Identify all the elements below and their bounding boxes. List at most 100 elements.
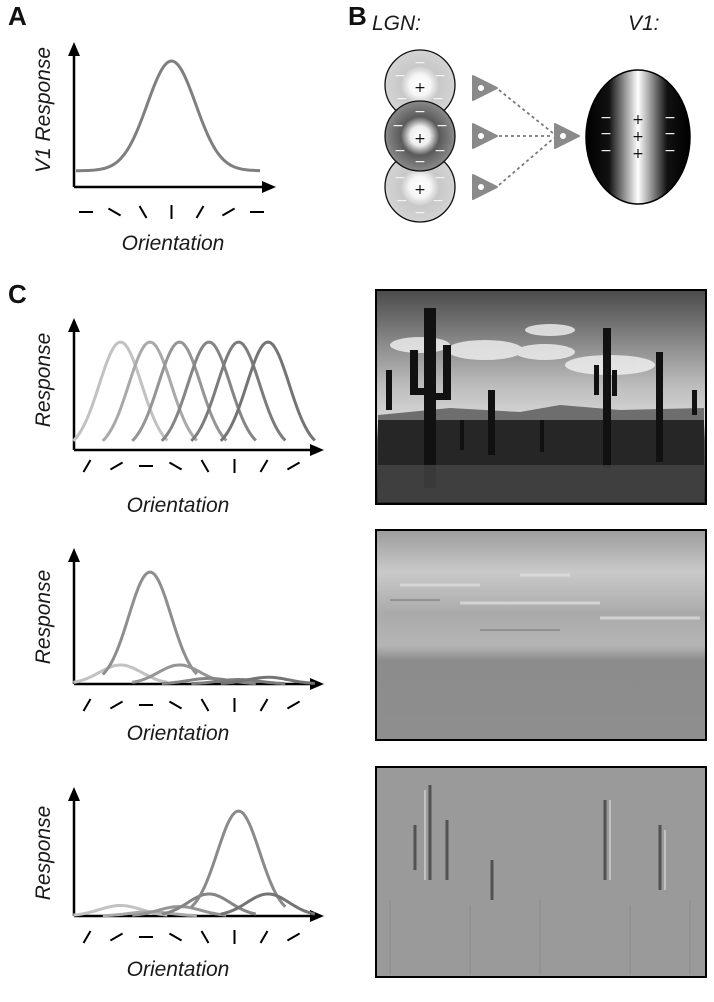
panel-c3-orientation-tick bbox=[82, 930, 92, 944]
lgn-label: LGN: bbox=[372, 12, 421, 35]
panel-a-tuning-curve bbox=[76, 59, 260, 173]
panel-b: B LGN: V1: + − − − − − + − − − − − + − −… bbox=[348, 1, 691, 223]
panel-a-orientation-tick bbox=[138, 205, 148, 219]
v1-off-sign: − bbox=[600, 110, 612, 126]
panel-c3-plot bbox=[68, 787, 324, 944]
panel-c2-tuning-curve bbox=[101, 570, 198, 676]
panel-c1-tuning-curve bbox=[160, 340, 257, 442]
panel-c3-orientation-tick bbox=[200, 930, 210, 944]
lgn-bottom-surround-sign: − bbox=[414, 205, 426, 221]
v1-on-sign: + bbox=[632, 112, 644, 128]
lgn-middle-surround-sign: − bbox=[436, 118, 448, 134]
lgn-neuron-top bbox=[472, 75, 498, 101]
panel-a: A V1 Response Orientation bbox=[8, 1, 276, 255]
panel-a-orientation-tick bbox=[195, 205, 205, 219]
panel-c2-orientation-tick bbox=[168, 700, 183, 710]
lgn-bottom-surround-sign: − bbox=[432, 193, 444, 209]
panel-c1-orientation-tick bbox=[286, 461, 301, 471]
lgn-middle-surround-sign: − bbox=[394, 143, 406, 159]
panel-c3-orientation-tick bbox=[259, 930, 269, 944]
panel-c2-orientation-tick bbox=[259, 698, 269, 712]
panel-c1-x-arrow bbox=[310, 444, 324, 456]
panel-a-y-arrow bbox=[68, 42, 80, 56]
panel-c1-orientation-tick bbox=[82, 459, 92, 473]
panel-a-xlabel: Orientation bbox=[122, 232, 225, 255]
panel-c1-orientation-tick bbox=[259, 459, 269, 473]
panel-c2-ylabel: Response bbox=[32, 570, 55, 665]
v1-receptive-field: + + + − − − − − − bbox=[585, 69, 691, 205]
panel-c3-tuning-curve bbox=[190, 809, 287, 909]
panel-a-curves bbox=[76, 59, 260, 173]
panel-c3-ylabel: Response bbox=[32, 806, 55, 901]
panel-c3-y-arrow bbox=[68, 787, 80, 801]
lgn-top-surround-sign: − bbox=[414, 55, 426, 71]
lgn-middle-surround-sign: − bbox=[392, 118, 404, 134]
panel-c1-ylabel: Response bbox=[32, 333, 55, 428]
v1-label: V1: bbox=[628, 12, 660, 35]
panel-a-x-arrow bbox=[262, 181, 276, 193]
v1-off-sign: − bbox=[664, 143, 676, 159]
lgn-bottom-surround-sign: − bbox=[394, 170, 406, 186]
vertical-filtered-image bbox=[375, 766, 707, 978]
panel-c2-orientation-tick bbox=[286, 700, 301, 710]
v1-off-sign: − bbox=[600, 143, 612, 159]
panel-c1-tuning-curve bbox=[72, 340, 169, 442]
lgn-middle-surround-sign: − bbox=[414, 154, 426, 170]
panel-a-ylabel: V1 Response bbox=[32, 47, 55, 173]
panel-c1-orientation-tick bbox=[168, 461, 183, 471]
desert-photo bbox=[375, 289, 707, 505]
panel-c1-tuning-curve bbox=[131, 340, 228, 442]
panel-c1-orientation-tick bbox=[200, 459, 210, 473]
panel-b-letter: B bbox=[348, 1, 367, 31]
lgn-neuron-bottom bbox=[472, 174, 498, 200]
panel-c3-orientation-tick bbox=[109, 932, 124, 942]
lgn-bottom-center-sign: + bbox=[414, 182, 426, 198]
panel-c3-x-arrow bbox=[310, 910, 324, 922]
lgn-bottom-surround-sign: − bbox=[434, 170, 446, 186]
panel-c-letter: C bbox=[8, 279, 27, 309]
panel-c2-xlabel: Orientation bbox=[127, 722, 230, 745]
horizontal-filtered-image bbox=[375, 529, 707, 741]
panel-c: C Response Orientation Response Orientat… bbox=[8, 279, 707, 981]
lgn-top-surround-sign: − bbox=[396, 91, 408, 107]
panel-c1-xlabel: Orientation bbox=[127, 494, 230, 517]
panel-c2-tuning-curve bbox=[191, 678, 286, 686]
panel-c2-orientation-tick bbox=[82, 698, 92, 712]
lgn-middle-center-sign: + bbox=[414, 131, 426, 147]
panel-c2-x-arrow bbox=[310, 678, 324, 690]
panel-c1-tuning-curve bbox=[219, 340, 316, 442]
v1-on-sign: + bbox=[632, 146, 644, 162]
panel-c2-y-arrow bbox=[68, 548, 80, 562]
panel-a-orientation-tick bbox=[107, 207, 122, 217]
panel-c1-tuning-curve bbox=[190, 340, 287, 442]
lgn-middle-surround-sign: − bbox=[414, 104, 426, 120]
panel-a-letter: A bbox=[8, 1, 27, 31]
panel-c3-xlabel: Orientation bbox=[127, 958, 230, 981]
lgn-to-v1-projections bbox=[498, 89, 555, 186]
panel-c2-orientation-tick bbox=[200, 698, 210, 712]
v1-neuron bbox=[554, 123, 580, 149]
panel-a-orientation-ticks bbox=[79, 205, 264, 219]
lgn-top-surround-sign: − bbox=[394, 68, 406, 84]
panel-c1-plot bbox=[68, 318, 324, 473]
lgn-top-surround-sign: − bbox=[434, 68, 446, 84]
lgn-cell-top: + − − − − − bbox=[384, 49, 456, 121]
panel-c3-orientation-tick bbox=[168, 932, 183, 942]
lgn-bottom-surround-sign: − bbox=[396, 193, 408, 209]
v1-off-sign: − bbox=[664, 126, 676, 142]
lgn-middle-surround-sign: − bbox=[434, 143, 446, 159]
v1-on-sign: + bbox=[632, 129, 644, 145]
panel-c3-orientation-tick bbox=[286, 932, 301, 942]
panel-c-tuning-plots bbox=[68, 318, 324, 944]
lgn-top-center-sign: + bbox=[414, 80, 426, 96]
lgn-top-surround-sign: − bbox=[432, 91, 444, 107]
panel-c3-tuning-curve bbox=[161, 892, 257, 916]
panel-c2-orientation-tick bbox=[109, 700, 124, 710]
v1-off-sign: − bbox=[600, 126, 612, 142]
panel-a-orientation-tick bbox=[221, 207, 236, 217]
panel-c1-y-arrow bbox=[68, 318, 80, 332]
panel-c1-tuning-curve bbox=[101, 340, 198, 442]
lgn-neuron-middle bbox=[472, 123, 498, 149]
lgn-cell-middle: + − − − − − − bbox=[384, 100, 456, 172]
